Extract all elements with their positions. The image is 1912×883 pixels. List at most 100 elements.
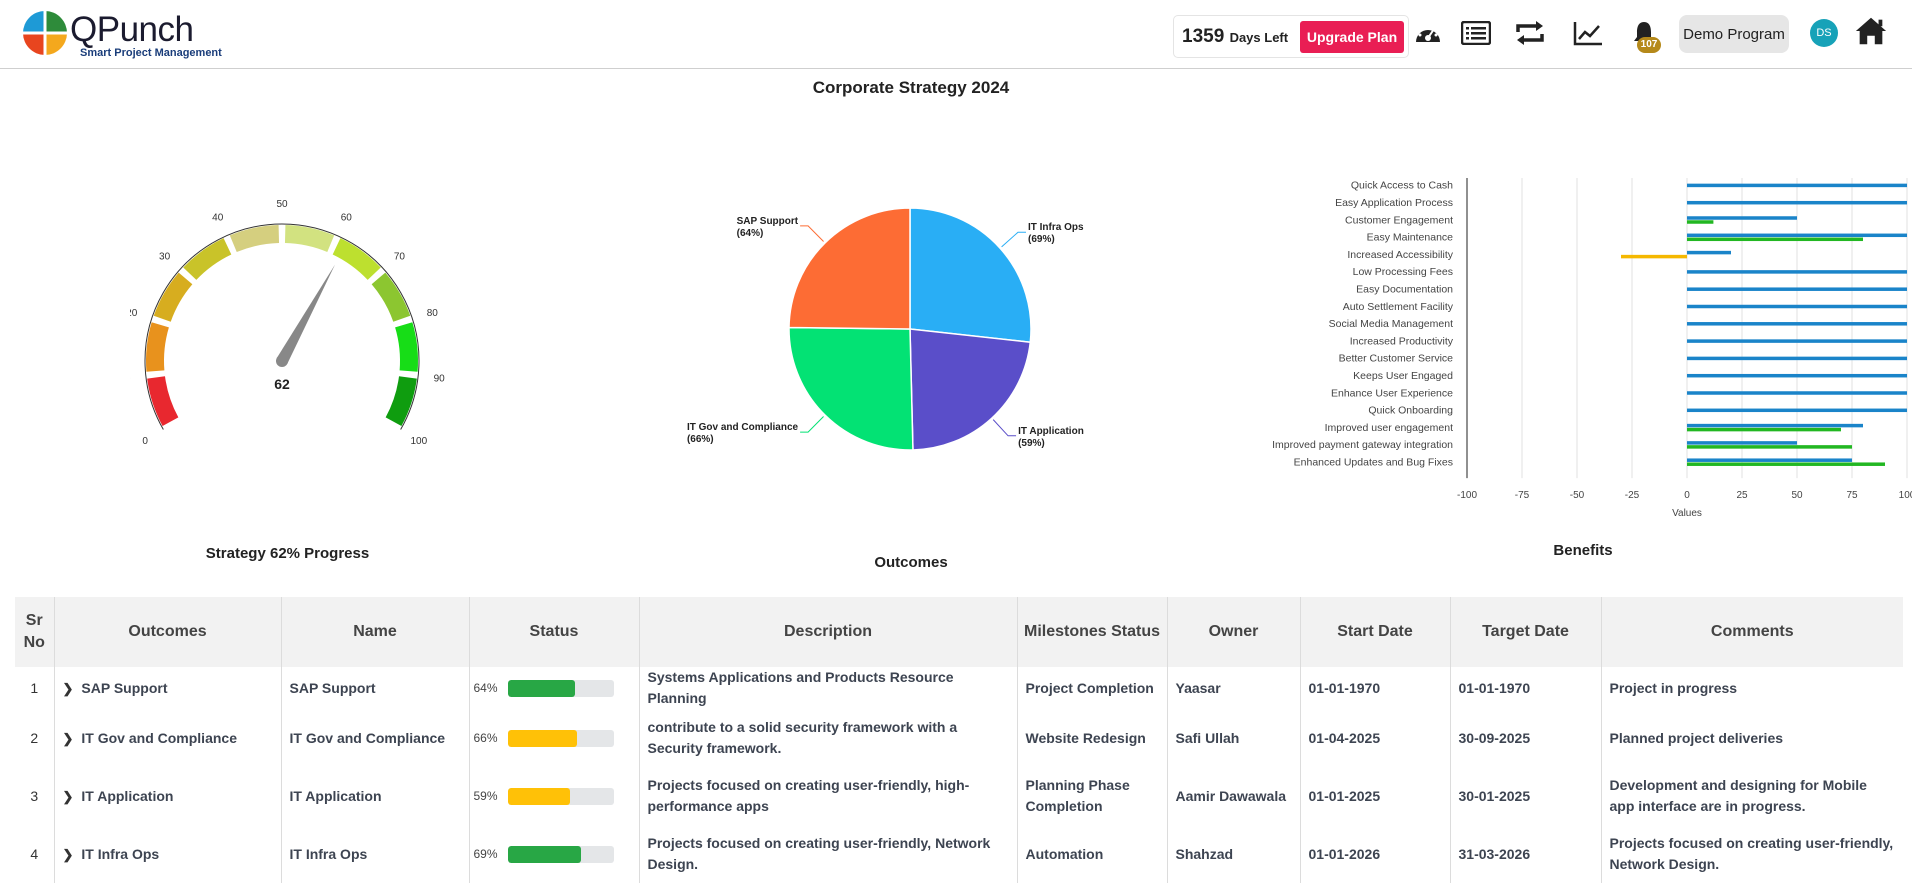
x-tick-label: -25	[1625, 490, 1640, 501]
comments-cell: Projects focused on creating user-friend…	[1609, 835, 1894, 872]
name-cell: SAP Support	[281, 667, 470, 709]
category-label: Quick Onboarding	[1368, 405, 1453, 417]
outcomes-table: Sr No Outcomes Name Status Description M…	[15, 597, 1903, 883]
gauge-outline	[144, 223, 420, 430]
status-cell: 66%	[469, 709, 640, 767]
gauge-band	[385, 376, 417, 427]
gauge-tick-label: 100	[410, 436, 427, 445]
gauge-band	[229, 225, 280, 253]
x-tick-label: -100	[1457, 490, 1477, 501]
outcome-label: IT Infra Ops	[81, 845, 160, 862]
user-avatar[interactable]: DS	[1810, 19, 1838, 47]
gauge-tick-label: 30	[159, 251, 171, 262]
upgrade-plan-button[interactable]: Upgrade Plan	[1300, 21, 1404, 53]
gauge-band	[395, 322, 419, 372]
category-label: Customer Engagement	[1345, 214, 1453, 226]
col-header-milestones-status[interactable]: Milestones Status	[1017, 597, 1168, 667]
category-label: Easy Maintenance	[1367, 232, 1454, 244]
table-row[interactable]: 3 ❯ IT Application IT Application 59% Pro…	[15, 767, 1903, 825]
col-header-start-date[interactable]: Start Date	[1300, 597, 1451, 667]
outcome-label: IT Gov and Compliance	[81, 729, 237, 746]
x-tick-label: 50	[1791, 490, 1803, 501]
pie-slice	[788, 207, 911, 330]
outcome-label: SAP Support	[81, 679, 168, 696]
outcome-cell[interactable]: ❯ SAP Support	[54, 667, 282, 709]
col-header-description[interactable]: Description	[639, 597, 1018, 667]
table-row[interactable]: 1 ❯ SAP Support SAP Support 64% Systems A…	[15, 667, 1903, 709]
target-date-cell: 30-09-2025	[1450, 709, 1602, 767]
x-tick-label: -50	[1570, 490, 1585, 501]
pie-leader-line	[1001, 231, 1026, 248]
notification-badge: 107	[1637, 37, 1661, 53]
status-progress-bar	[507, 729, 614, 747]
benefit-bar	[1687, 216, 1797, 220]
pie-label-percent: (64%)	[737, 228, 764, 239]
gauge-tick-label: 70	[394, 251, 406, 262]
description-cell: Projects focused on creating user-friend…	[639, 767, 1018, 825]
col-header-sr-no[interactable]: Sr No	[15, 597, 55, 667]
status-progress-fill	[507, 729, 578, 747]
days-left: 1359 Days Left	[1182, 26, 1288, 48]
expand-chevron-icon[interactable]: ❯	[62, 680, 74, 696]
list-icon[interactable]	[1459, 16, 1493, 50]
comments-cell: Planned project deliveries	[1609, 729, 1784, 746]
gauge-tick-label: 10	[130, 374, 131, 385]
gauge-band	[146, 322, 169, 372]
target-date-cell: 01-01-1970	[1450, 667, 1602, 709]
benefit-bar	[1687, 183, 1907, 188]
status-progress-bar	[507, 679, 614, 697]
page-title: Corporate Strategy 2024	[812, 78, 1010, 97]
target-date-cell: 30-01-2025	[1450, 767, 1602, 825]
status-cell: 69%	[469, 825, 640, 883]
program-selector-button[interactable]: Demo Program	[1679, 15, 1789, 53]
outcome-cell[interactable]: ❯ IT Application	[54, 767, 282, 825]
sr-no-cell: 2	[15, 709, 55, 767]
col-header-status[interactable]: Status	[469, 597, 640, 667]
category-label: Enhance User Experience	[1331, 387, 1453, 399]
pie-leader-line	[800, 225, 824, 242]
x-tick-label: 100	[1899, 490, 1912, 501]
col-header-name[interactable]: Name	[281, 597, 470, 667]
benefit-bar	[1687, 408, 1907, 413]
col-header-owner[interactable]: Owner	[1167, 597, 1301, 667]
col-header-target-date[interactable]: Target Date	[1450, 597, 1602, 667]
home-icon[interactable]	[1854, 14, 1888, 48]
qpunch-logo[interactable]: QPunch Smart Project Management	[22, 8, 222, 60]
expand-chevron-icon[interactable]: ❯	[62, 846, 74, 862]
category-label: Increased Productivity	[1350, 335, 1454, 347]
comments-cell: Project in progress	[1609, 679, 1738, 696]
days-label: Days Left	[1229, 30, 1289, 45]
category-label: Keeps User Engaged	[1353, 370, 1453, 382]
status-percent: 69%	[473, 847, 498, 861]
benefit-bar	[1687, 373, 1907, 378]
top-header: QPunch Smart Project Management 1359 Day…	[0, 0, 1912, 69]
days-count: 1359	[1182, 26, 1225, 47]
category-label: Enhanced Updates and Bug Fixes	[1294, 456, 1453, 468]
benefit-bar	[1687, 233, 1907, 238]
benefit-bar	[1687, 441, 1797, 445]
expand-chevron-icon[interactable]: ❯	[62, 788, 74, 804]
outcome-cell[interactable]: ❯ IT Infra Ops	[54, 825, 282, 883]
table-row[interactable]: 4 ❯ IT Infra Ops IT Infra Ops 69% Project…	[15, 825, 1903, 883]
category-label: Easy Documentation	[1356, 283, 1453, 295]
expand-chevron-icon[interactable]: ❯	[62, 730, 74, 746]
refresh-icon[interactable]	[1513, 16, 1547, 50]
benefit-bar	[1687, 322, 1907, 326]
pie-caption: Outcomes	[874, 554, 948, 571]
col-header-comments[interactable]: Comments	[1601, 597, 1903, 667]
dashboard-gauge-icon[interactable]	[1411, 16, 1445, 50]
gauge-caption: Strategy 62% Progress	[205, 545, 370, 562]
status-progress-fill	[507, 679, 576, 697]
outcome-cell[interactable]: ❯ IT Gov and Compliance	[54, 709, 282, 767]
trend-chart-icon[interactable]	[1571, 16, 1605, 50]
description-cell: contribute to a solid security framework…	[639, 709, 1018, 767]
benefit-bar	[1687, 391, 1907, 395]
status-percent: 66%	[473, 731, 498, 745]
benefit-bar	[1687, 220, 1714, 224]
col-header-outcomes[interactable]: Outcomes	[54, 597, 282, 667]
gauge-tick-label: 20	[130, 308, 138, 319]
table-row[interactable]: 2 ❯ IT Gov and Compliance IT Gov and Comp…	[15, 709, 1903, 767]
start-date-cell: 01-01-2025	[1300, 767, 1451, 825]
benefit-bar	[1687, 462, 1885, 466]
x-tick-label: 0	[1684, 490, 1690, 501]
